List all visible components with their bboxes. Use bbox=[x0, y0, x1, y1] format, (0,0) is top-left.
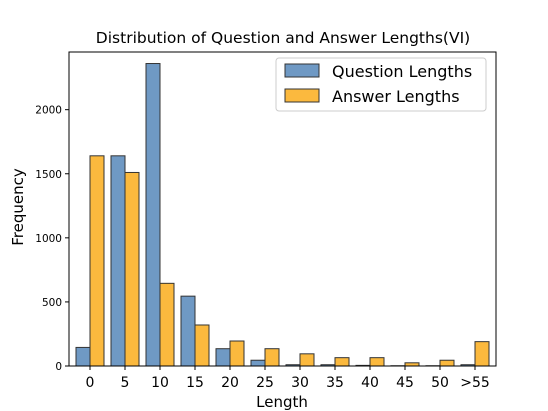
y-tick-label: 2000 bbox=[35, 105, 62, 117]
x-tick-label: 15 bbox=[186, 375, 204, 391]
x-tick-label: 40 bbox=[361, 375, 379, 391]
x-tick-label: 5 bbox=[121, 375, 130, 391]
bar-answer-lengths-6 bbox=[299, 353, 315, 367]
bar-question-lengths-5 bbox=[250, 359, 266, 367]
legend-swatch-answer-lengths bbox=[284, 88, 320, 103]
x-tick-label: 50 bbox=[431, 375, 449, 391]
bar-answer-lengths-4 bbox=[229, 340, 245, 367]
bar-answer-lengths-0 bbox=[89, 155, 105, 367]
x-axis-ticks: 0 5 10 15 20 25 30 35 40 45 50 >55 bbox=[86, 366, 490, 391]
bar-answer-lengths-11 bbox=[474, 341, 490, 367]
y-axis-label: Frequency bbox=[9, 168, 27, 246]
y-tick-label: 1000 bbox=[35, 233, 62, 245]
bar-question-lengths-2 bbox=[145, 63, 161, 367]
bar-answer-lengths-10 bbox=[439, 359, 455, 367]
y-tick-label: 1500 bbox=[35, 169, 62, 181]
x-axis-label: Length bbox=[256, 393, 308, 411]
bar-answer-lengths-3 bbox=[194, 324, 210, 367]
plot-frame bbox=[68, 51, 497, 367]
y-tick-label: 0 bbox=[55, 361, 62, 373]
x-tick-label: 30 bbox=[291, 375, 309, 391]
bar-answer-lengths-7 bbox=[334, 357, 350, 367]
legend-label-answer-lengths: Answer Lengths bbox=[332, 87, 460, 106]
x-tick-label: 25 bbox=[256, 375, 274, 391]
x-tick-label: 10 bbox=[151, 375, 169, 391]
x-tick-label: >55 bbox=[460, 375, 490, 391]
bar-answer-lengths-5 bbox=[264, 348, 280, 367]
bar-answer-lengths-8 bbox=[369, 357, 385, 367]
x-tick-label: 0 bbox=[86, 375, 95, 391]
bar-answer-lengths-2 bbox=[159, 282, 175, 367]
legend: Question Lengths Answer Lengths bbox=[275, 57, 487, 112]
chart-title: Distribution of Question and Answer Leng… bbox=[96, 29, 470, 47]
x-tick-label: 20 bbox=[221, 375, 239, 391]
bar-question-lengths-3 bbox=[180, 295, 196, 367]
legend-frame bbox=[275, 57, 487, 112]
legend-swatch-question-lengths bbox=[284, 63, 320, 78]
legend-label-question-lengths: Question Lengths bbox=[332, 62, 472, 81]
bar-answer-lengths-1 bbox=[124, 171, 140, 367]
x-tick-label: 45 bbox=[396, 375, 414, 391]
y-axis-ticks: 0 500 1000 1500 2000 bbox=[35, 105, 69, 373]
bar-question-lengths-0 bbox=[75, 346, 91, 367]
y-tick-label: 500 bbox=[42, 297, 62, 309]
x-tick-label: 35 bbox=[326, 375, 344, 391]
bar-question-lengths-1 bbox=[110, 155, 126, 367]
bar-question-lengths-4 bbox=[215, 348, 231, 367]
